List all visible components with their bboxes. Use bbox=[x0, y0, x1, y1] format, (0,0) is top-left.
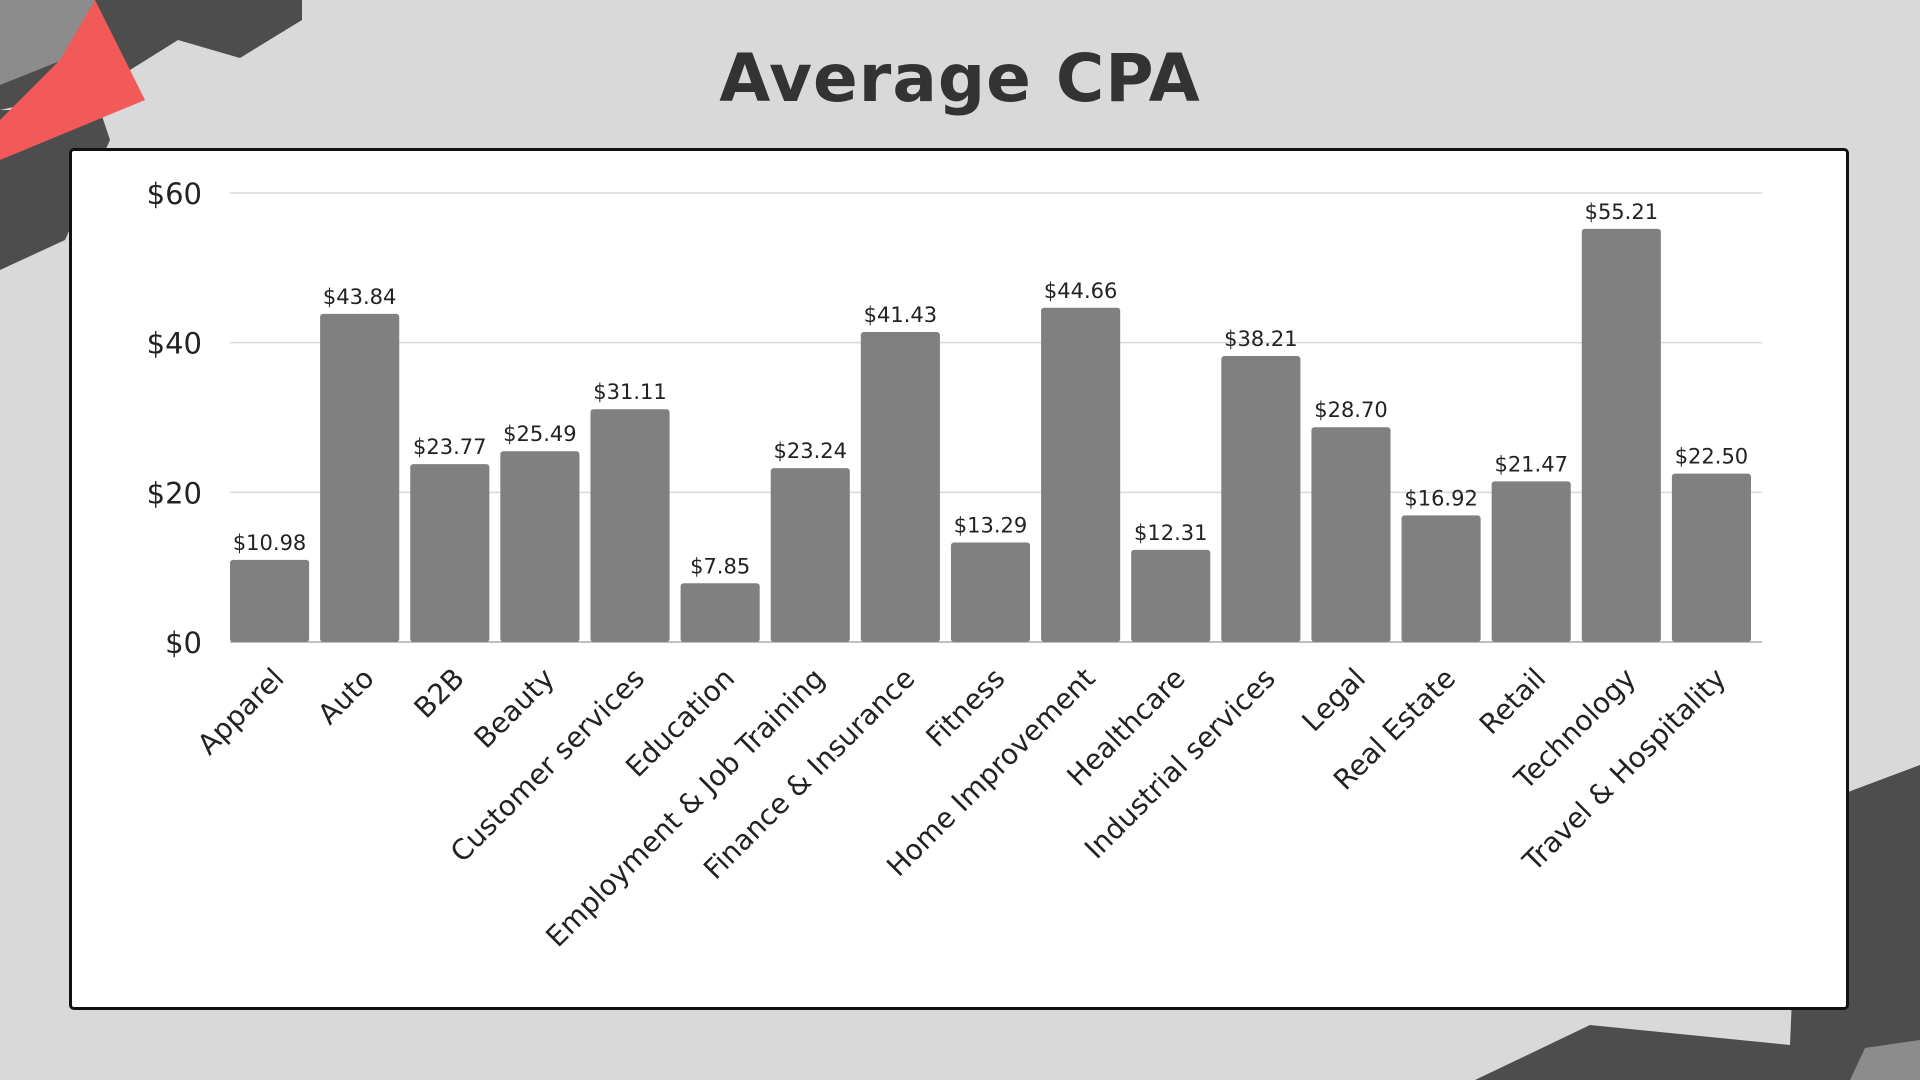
y-tick-label: $20 bbox=[147, 476, 202, 510]
bar-value-label: $44.66 bbox=[1044, 279, 1117, 303]
bar bbox=[770, 468, 850, 642]
top-left-red-shape bbox=[0, 0, 145, 160]
bar-value-label: $23.77 bbox=[413, 435, 486, 459]
chart-card: $10.98 $43.84 $23.77 $25.49 $31.11 $7.85 $23.2… bbox=[69, 148, 1849, 1010]
bar bbox=[1041, 307, 1121, 642]
x-tick-label: Legal bbox=[1296, 662, 1372, 738]
bar bbox=[320, 313, 400, 642]
y-tick-label: $60 bbox=[147, 177, 202, 211]
bar-value-label: $10.98 bbox=[233, 531, 306, 555]
bar bbox=[410, 464, 490, 642]
bar bbox=[1401, 515, 1481, 642]
bar bbox=[1581, 228, 1661, 643]
x-tick-label: Fitness bbox=[920, 662, 1012, 754]
bar bbox=[590, 409, 670, 642]
bar-value-label: $38.21 bbox=[1224, 327, 1297, 351]
bar-chart: $10.98 $43.84 $23.77 $25.49 $31.11 $7.85 $23.2… bbox=[147, 177, 1762, 954]
bars bbox=[230, 228, 1751, 643]
top-left-mid-shape bbox=[0, 0, 95, 85]
bar bbox=[950, 542, 1031, 642]
bar bbox=[230, 559, 310, 642]
bar bbox=[680, 583, 760, 642]
bar-value-label: $31.11 bbox=[593, 380, 666, 404]
bar-value-label: $21.47 bbox=[1494, 452, 1567, 476]
data-labels: $10.98 $43.84 $23.77 $25.49 $31.11 $7.85 $23.2… bbox=[233, 200, 1748, 578]
bar bbox=[1491, 481, 1571, 642]
bar bbox=[1131, 549, 1211, 642]
x-tick-label: Apparel bbox=[191, 662, 291, 762]
x-tick-label: Beauty bbox=[468, 662, 561, 755]
bar-value-label: $25.49 bbox=[503, 422, 576, 446]
bar-value-label: $13.29 bbox=[954, 514, 1027, 538]
y-axis-tick-labels: $0 $20 $40 $60 bbox=[147, 177, 202, 660]
y-tick-label: $0 bbox=[165, 626, 202, 660]
x-tick-label: B2B bbox=[408, 662, 471, 725]
bar-value-label: $55.21 bbox=[1585, 200, 1658, 224]
bottom-right-mid-shape bbox=[1850, 1040, 1920, 1080]
bar-value-label: $22.50 bbox=[1675, 445, 1748, 469]
bar bbox=[860, 331, 940, 642]
bar-value-label: $41.43 bbox=[864, 303, 937, 327]
x-tick-label: Auto bbox=[311, 662, 380, 731]
bar bbox=[500, 451, 580, 642]
bar-value-label: $7.85 bbox=[690, 554, 750, 578]
bar-value-label: $28.70 bbox=[1314, 398, 1387, 422]
bar bbox=[1311, 427, 1391, 642]
x-tick-label: Retail bbox=[1473, 662, 1552, 741]
bar bbox=[1671, 473, 1751, 642]
bar-value-label: $16.92 bbox=[1404, 486, 1477, 510]
bar-value-label: $23.24 bbox=[774, 439, 847, 463]
chart-title: Average CPA bbox=[719, 40, 1201, 117]
y-tick-label: $40 bbox=[147, 327, 202, 361]
bar bbox=[1221, 356, 1301, 642]
bar-value-label: $12.31 bbox=[1134, 521, 1207, 545]
bar-value-label: $43.84 bbox=[323, 285, 396, 309]
